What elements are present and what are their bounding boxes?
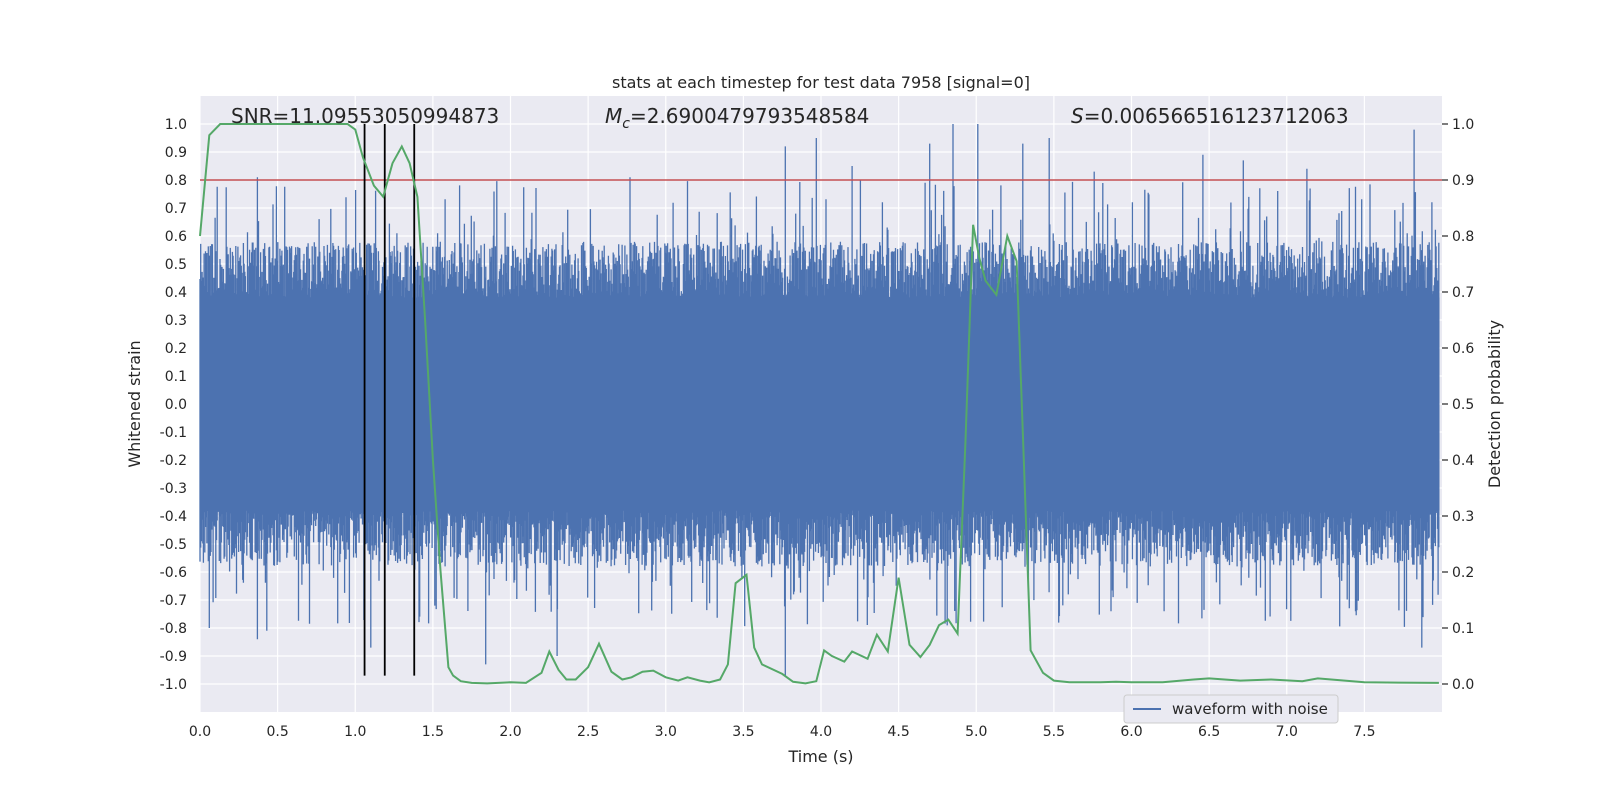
y2-tick-label: 0.9: [1452, 173, 1474, 189]
snr-annotation: SNR=11.09553050994873: [231, 104, 499, 128]
y-tick-label: -0.8: [160, 621, 187, 637]
y-axis-ticks: 1.0 0.9 0.8 0.7 0.6 0.5 0.4 0.3 0.2 0.1 0.0 -0.1 -0.…: [160, 117, 187, 693]
chirp-mass-annotation: Mc=2.6900479793548584: [605, 104, 869, 132]
y-tick-label: 0.2: [165, 341, 187, 357]
y2-tick-label: 0.6: [1452, 341, 1474, 357]
y-tick-label: 0.9: [165, 145, 187, 161]
y2-tick-label: 0.0: [1452, 677, 1474, 693]
y-axis-label: Whitened strain: [125, 340, 144, 467]
y2-tick-label: 0.7: [1452, 285, 1474, 301]
detection-probability-line: [199, 123, 1439, 685]
legend: waveform with noise: [1123, 694, 1339, 724]
y-tick-label: -0.6: [160, 565, 187, 581]
vertical-markers: [363, 124, 416, 676]
waveform-core: [200, 297, 1440, 511]
y-tick-label: 0.3: [165, 313, 187, 329]
x-tick-label: 6.0: [1120, 724, 1142, 740]
x-tick-label: 6.5: [1198, 724, 1220, 740]
y-tick-label: -0.1: [160, 425, 187, 441]
x-tick-label: 5.0: [965, 724, 987, 740]
y-tick-label: -0.5: [160, 537, 187, 553]
legend-label: waveform with noise: [1172, 700, 1328, 718]
y2-axis-ticks: 1.0 0.9 0.8 0.7 0.6 0.5 0.4 0.3 0.2 0.1 0.0: [1442, 117, 1474, 693]
x-tick-label: 1.0: [344, 724, 366, 740]
y2-tick-label: 0.4: [1452, 453, 1474, 469]
y-tick-label: 0.8: [165, 173, 187, 189]
chirp-mass-symbol: M: [605, 104, 622, 128]
x-tick-label: 5.5: [1043, 724, 1065, 740]
y2-axis-label: Detection probability: [1485, 320, 1504, 488]
s-value: =0.006566516123712063: [1084, 104, 1349, 128]
y-tick-label: 1.0: [165, 117, 187, 133]
y-tick-label: -0.3: [160, 481, 187, 497]
y-tick-label: 0.4: [165, 285, 187, 301]
y-tick-label: 0.5: [165, 257, 187, 273]
x-tick-label: 4.5: [887, 724, 909, 740]
chart-title: stats at each timestep for test data 795…: [612, 73, 1030, 92]
waveform-series: [199, 124, 1440, 676]
x-tick-label: 3.5: [732, 724, 754, 740]
s-symbol: S: [1071, 104, 1084, 128]
legend-box: [1123, 694, 1339, 724]
x-tick-label: 2.5: [577, 724, 599, 740]
y-tick-label: 0.6: [165, 229, 187, 245]
y-tick-label: 0.7: [165, 201, 187, 217]
y-tick-label: -0.4: [160, 509, 187, 525]
y2-tick-label: 0.8: [1452, 229, 1474, 245]
y2-tick-label: 0.5: [1452, 397, 1474, 413]
x-tick-label: 2.0: [499, 724, 521, 740]
y-tick-label: 0.1: [165, 369, 187, 385]
y2-tick-label: 1.0: [1452, 117, 1474, 133]
chirp-mass-value: =2.6900479793548584: [630, 104, 869, 128]
y-tick-label: -0.2: [160, 453, 187, 469]
x-tick-label: 7.5: [1353, 724, 1375, 740]
y-tick-label: 0.0: [165, 397, 187, 413]
x-axis-ticks: 0.0 0.5 1.0 1.5 2.0 2.5 3.0 3.5 4.0 4.5 5.0 5.5 6.0 6…: [189, 724, 1376, 740]
x-tick-label: 0.5: [266, 724, 288, 740]
chirp-mass-subscript: c: [622, 116, 630, 132]
x-tick-label: 7.0: [1276, 724, 1298, 740]
y-tick-label: -0.9: [160, 649, 187, 665]
y-tick-label: -1.0: [160, 677, 187, 693]
y-tick-label: -0.7: [160, 593, 187, 609]
y2-tick-label: 0.1: [1452, 621, 1474, 637]
s-annotation: S=0.006566516123712063: [1071, 104, 1349, 128]
y2-tick-label: 0.2: [1452, 565, 1474, 581]
x-tick-label: 0.0: [189, 724, 211, 740]
x-tick-label: 1.5: [422, 724, 444, 740]
detection-probability-series: [199, 123, 1439, 685]
x-tick-label: 4.0: [810, 724, 832, 740]
x-tick-label: 3.0: [655, 724, 677, 740]
y2-tick-label: 0.3: [1452, 509, 1474, 525]
x-axis-label: Time (s): [787, 747, 853, 766]
